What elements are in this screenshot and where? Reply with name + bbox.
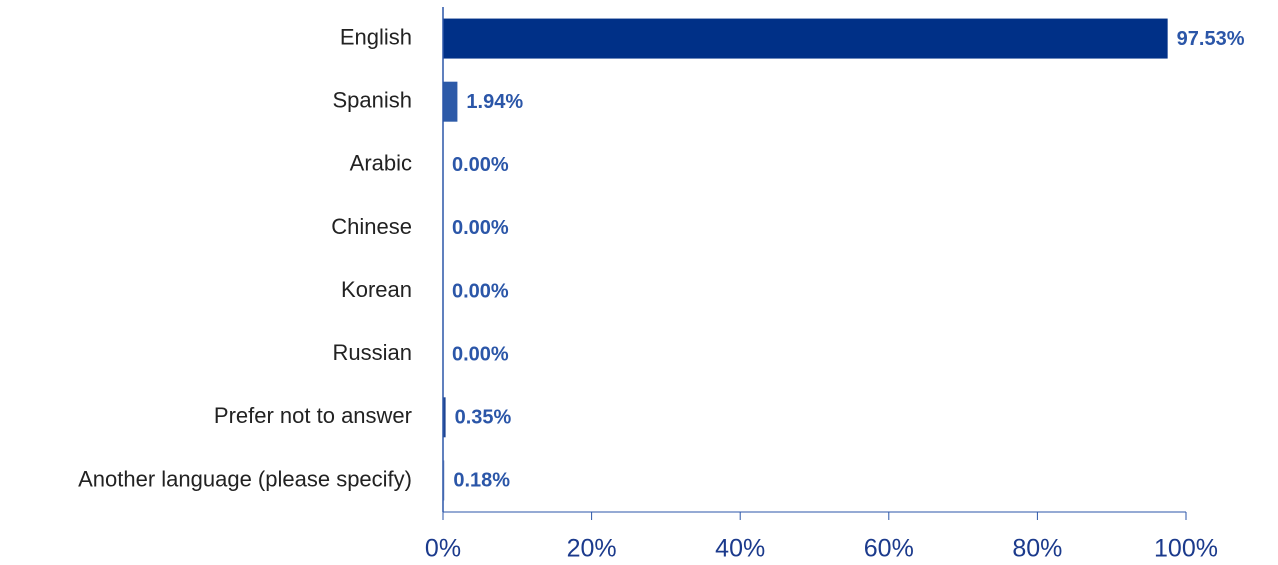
bar bbox=[443, 18, 1168, 59]
x-tick-label: 60% bbox=[864, 535, 914, 563]
value-label: 0.00% bbox=[452, 154, 509, 176]
x-tick-label: 40% bbox=[715, 535, 765, 563]
x-tick-label: 80% bbox=[1012, 535, 1062, 563]
value-label: 0.00% bbox=[452, 343, 509, 365]
y-tick-label: Spanish bbox=[332, 88, 412, 113]
y-tick-label: Russian bbox=[333, 340, 412, 365]
y-tick-label: Korean bbox=[341, 277, 412, 302]
value-label: 0.00% bbox=[452, 217, 509, 239]
y-tick-label: Chinese bbox=[331, 214, 412, 239]
value-label: 0.00% bbox=[452, 280, 509, 302]
value-label: 0.35% bbox=[455, 407, 512, 429]
bar bbox=[443, 397, 446, 438]
value-label: 97.53% bbox=[1177, 28, 1245, 50]
x-tick-label: 100% bbox=[1154, 535, 1218, 563]
bar bbox=[443, 81, 458, 122]
y-tick-label: Arabic bbox=[350, 151, 412, 176]
x-tick-label: 0% bbox=[425, 535, 461, 563]
value-label: 0.18% bbox=[453, 470, 510, 492]
x-tick-label: 20% bbox=[567, 535, 617, 563]
y-tick-label: English bbox=[340, 24, 412, 49]
y-tick-label: Prefer not to answer bbox=[214, 403, 412, 428]
y-tick-label: Another language (please specify) bbox=[78, 466, 412, 491]
value-label: 1.94% bbox=[466, 91, 523, 113]
